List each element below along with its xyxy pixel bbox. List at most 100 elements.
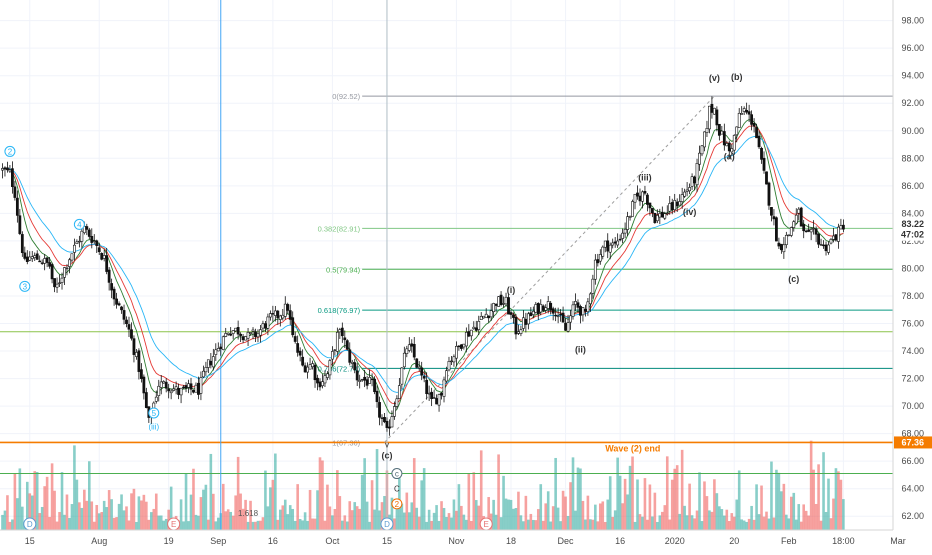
extra-label: v <box>385 440 389 449</box>
candle-body <box>333 349 337 351</box>
price-tick-label: 76.00 <box>901 319 924 329</box>
volume-bar <box>693 518 696 530</box>
candle-body <box>410 343 414 347</box>
candle-body <box>353 362 357 371</box>
volume-bar <box>269 487 272 530</box>
volume-bar <box>683 505 686 530</box>
volume-bar <box>529 513 533 530</box>
volume-bar <box>97 513 101 530</box>
volume-bar <box>497 454 500 530</box>
volume-bar <box>226 509 230 530</box>
price-tick-label: 96.00 <box>901 43 924 53</box>
candle-body <box>678 201 682 206</box>
volume-bar <box>239 493 242 530</box>
volume-bar <box>192 468 195 530</box>
volume-bar <box>512 508 515 530</box>
volume-bar <box>470 520 473 530</box>
candle-body <box>38 260 42 263</box>
volume-bar <box>246 521 250 530</box>
volume-bar <box>8 521 12 530</box>
volume-bar <box>345 521 349 530</box>
candle-body <box>395 398 399 407</box>
time-tick-label: 18 <box>506 536 516 546</box>
candle-body <box>574 301 577 305</box>
candle-body <box>360 378 364 381</box>
volume-bar <box>668 519 672 530</box>
event-marker: E <box>479 517 493 531</box>
volume-bar <box>25 481 29 530</box>
wave-circle-label: 3 <box>19 280 31 292</box>
candle-body <box>534 304 538 313</box>
candle-body <box>814 228 818 235</box>
volume-bar <box>30 495 34 530</box>
candle-body <box>497 296 500 307</box>
candle-body <box>430 391 434 399</box>
volume-bar <box>241 508 245 530</box>
candle-body <box>765 171 768 185</box>
volume-bar <box>194 514 198 530</box>
volume-bar <box>316 490 319 530</box>
candle-body <box>613 241 617 244</box>
candle-body <box>388 426 391 429</box>
volume-bar <box>189 494 193 530</box>
event-marker: D <box>380 517 394 531</box>
volume-bar <box>507 499 510 530</box>
volume-bar <box>462 514 466 530</box>
volume-bar <box>306 520 309 530</box>
candle-body <box>822 244 825 247</box>
candle-body <box>137 350 141 372</box>
price-axis[interactable]: 62.00 64.00 66.00 68.00 70.00 72.00 74.00 76.00… <box>894 16 932 522</box>
candle-body <box>75 241 79 245</box>
candle-body <box>115 298 118 305</box>
candle-body <box>221 336 225 350</box>
candle-body <box>549 302 553 311</box>
volume-bar <box>266 506 270 530</box>
volume-bar <box>281 505 285 530</box>
candle-body <box>142 376 146 394</box>
price-tick-label: 74.00 <box>901 346 924 356</box>
volume-bar <box>737 470 741 530</box>
wave-label: (v) <box>709 73 720 83</box>
volume-bar <box>623 478 627 530</box>
candle-body <box>87 229 91 237</box>
last-price-label-bg <box>894 218 932 231</box>
candle-body <box>445 370 448 382</box>
candle-body <box>139 369 143 379</box>
candle-body <box>405 348 409 354</box>
volume-bar <box>21 506 24 530</box>
volume-bar <box>179 499 183 530</box>
candle-body <box>350 361 354 364</box>
candle-body <box>397 385 401 399</box>
candle-body <box>658 213 662 218</box>
volume-bars <box>1 440 845 530</box>
candle-body <box>40 262 44 264</box>
candle-body <box>256 332 260 338</box>
volume-bar <box>522 521 525 530</box>
candle-body <box>770 207 773 216</box>
candle-body <box>782 244 786 253</box>
volume-bar <box>670 479 674 530</box>
time-tick-label: 15 <box>25 536 35 546</box>
candle-body <box>802 224 806 232</box>
candle-body <box>30 256 34 259</box>
volume-bar <box>276 519 280 530</box>
candle-body <box>3 167 7 170</box>
candle-body <box>177 388 181 395</box>
volume-bar <box>58 512 61 530</box>
candle-body <box>673 200 677 211</box>
candle-body <box>234 327 238 332</box>
price-tick-label: 84.00 <box>901 208 924 218</box>
candle-body <box>197 382 200 395</box>
volume-bar <box>293 520 297 530</box>
volume-bar <box>296 484 299 530</box>
volume-bar <box>336 470 339 530</box>
volume-bar <box>752 519 756 530</box>
time-axis[interactable]: 15 Aug 19 Sep 16 Oct 15 Nov 18 Dec 16 2020 20 Feb 18:0… <box>25 536 906 546</box>
candle-body <box>105 255 109 272</box>
candle-body <box>596 259 600 264</box>
candle-body <box>355 370 359 381</box>
candle-body <box>412 344 416 358</box>
volume-bar <box>658 515 662 530</box>
